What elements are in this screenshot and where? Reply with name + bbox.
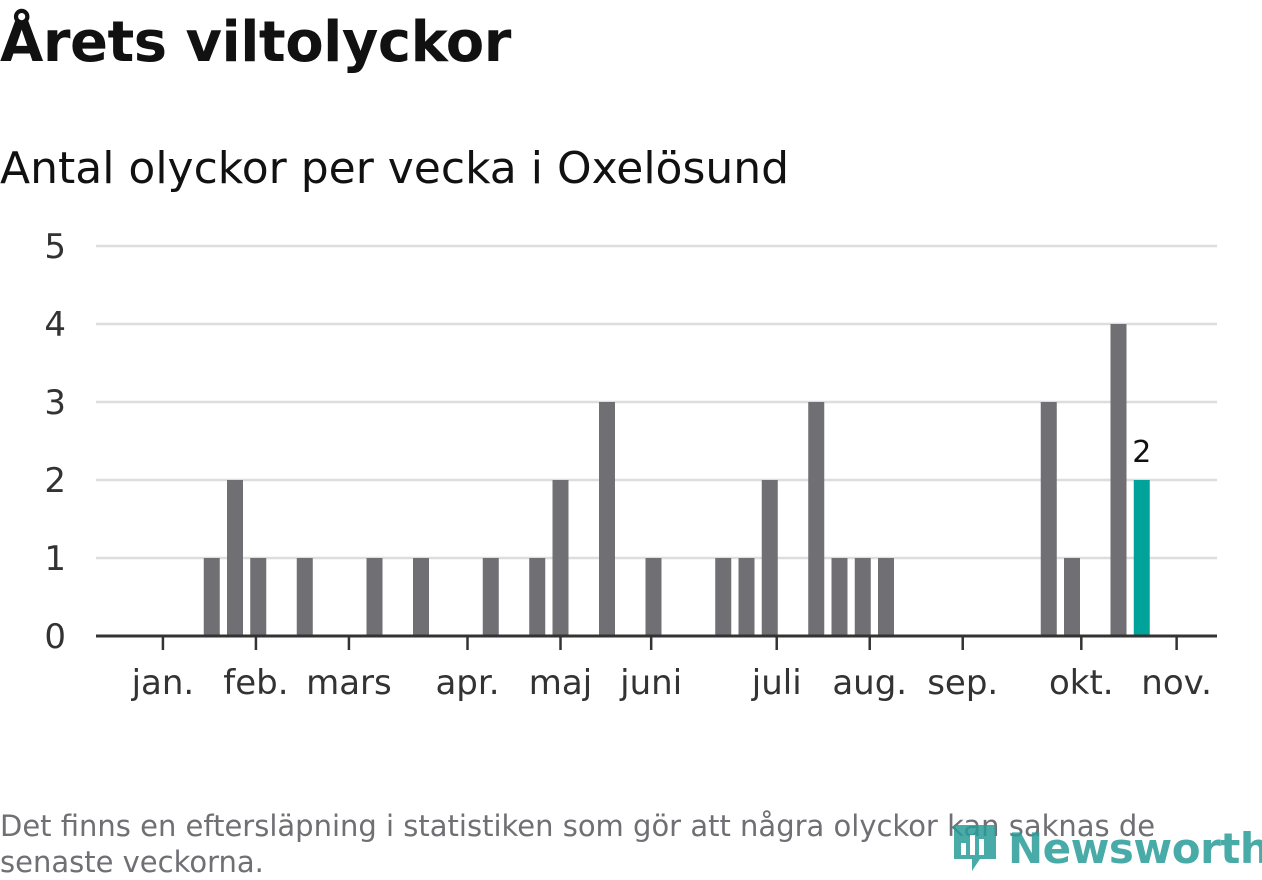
x-tick-label: apr. [435,663,499,703]
bar [203,558,220,636]
x-tick-label: maj [529,663,592,703]
data-label: 2 [1132,435,1151,470]
bar [552,480,569,636]
bar [366,558,383,636]
bar [738,558,755,636]
bar [1064,558,1080,636]
x-tick-label: juni [619,663,682,703]
bar [529,558,546,636]
newsworthy-logo-icon [954,825,996,871]
bar [808,402,825,636]
x-tick-label: feb. [223,663,288,703]
y-tick-label: 3 [44,383,66,423]
bar [482,558,499,636]
bar [250,558,267,636]
x-tick-label: jan. [131,663,195,703]
x-tick-label: okt. [1049,663,1114,703]
bar [831,558,848,636]
x-tick-label: sep. [927,663,998,703]
bar [599,402,615,636]
newsworthy-logo: Newsworthy [950,818,1262,878]
bar [296,558,313,636]
logo-text: Newsworthy [1008,823,1262,873]
chart-subtitle: Antal olyckor per vecka i Oxelösund [0,143,790,194]
bar [878,558,894,636]
x-tick-label: juli [751,663,802,703]
x-tick-label: nov. [1141,663,1212,703]
bar [1040,402,1057,636]
bar-highlight [1133,480,1150,636]
y-tick-label: 5 [44,227,66,267]
bar [1110,324,1127,636]
bar [715,558,732,636]
bar [761,480,778,636]
bar [854,558,871,636]
y-tick-label: 2 [44,461,66,501]
bar [413,558,429,636]
y-tick-label: 0 [44,617,66,657]
x-tick-label: aug. [832,663,907,703]
bar [645,558,662,636]
chart-title: Årets viltolyckor [0,10,511,75]
x-tick-label: mars [306,663,392,703]
y-tick-label: 1 [44,539,66,579]
y-tick-label: 4 [44,305,66,345]
bar [227,480,243,636]
